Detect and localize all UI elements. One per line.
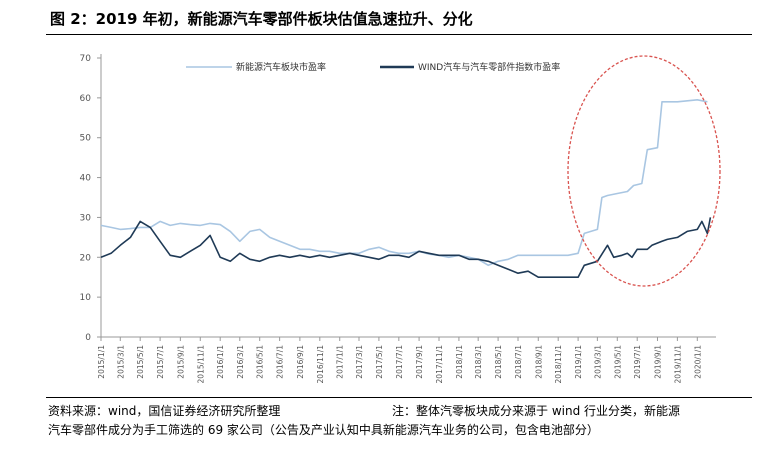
title-rule [46,34,752,35]
y-tick-label: 20 [80,253,92,263]
x-tick-label: 2015/3/1 [116,345,125,379]
source-note: 资料来源：wind，国信证券经济研究所整理 [48,404,281,418]
x-tick-label: 2016/3/1 [236,345,245,379]
x-tick-label: 2019/11/1 [673,345,682,384]
x-tick-label: 2018/1/1 [455,345,464,379]
y-tick-label: 50 [80,134,92,144]
y-tick-label: 10 [80,293,92,303]
y-tick-label: 60 [80,94,92,104]
footer-rule [46,397,752,398]
x-tick-label: 2017/5/1 [375,345,384,379]
x-tick-label: 2016/11/1 [316,345,325,384]
x-tick-label: 2017/11/1 [435,345,444,384]
x-tick-label: 2018/11/1 [554,345,563,384]
x-tick-label: 2015/11/1 [196,345,205,384]
x-tick-label: 2016/1/1 [216,345,225,379]
x-tick-label: 2016/5/1 [256,345,265,379]
series-line-wind [100,217,712,278]
x-tick-label: 2019/5/1 [613,345,622,379]
highlight-ellipse [567,55,721,287]
x-tick-label: 2018/5/1 [494,345,503,379]
legend-wind-label: WIND汽车与汽车零部件指数市盈率 [418,61,560,73]
x-tick-label: 2018/7/1 [514,345,523,379]
x-tick-label: 2019/7/1 [633,345,642,379]
y-tick-label: 40 [80,174,92,184]
x-tick-label: 2019/1/1 [574,345,583,379]
x-tick-label: 2016/9/1 [296,345,305,379]
x-tick-label: 2015/9/1 [176,345,185,379]
note-line-2: 汽车零部件成分为手工筛选的 69 家公司（公告及产业认知中具新能源汽车业务的公司… [48,423,599,437]
series-line-nev [100,99,708,267]
x-tick-label: 2016/7/1 [276,345,285,379]
y-tick-label: 0 [85,333,91,343]
legend-nev-label: 新能源汽车板块市盈率 [236,61,326,73]
x-tick-label: 2017/1/1 [336,345,345,379]
x-tick-label: 2018/3/1 [474,345,483,379]
y-tick-label: 70 [80,54,92,64]
x-tick-label: 2020/1/1 [693,345,702,379]
x-tick-label: 2019/3/1 [593,345,602,379]
x-tick-label: 2018/9/1 [534,345,543,379]
x-tick-label: 2015/1/1 [97,345,106,379]
x-tick-label: 2015/5/1 [136,345,145,379]
x-tick-label: 2017/9/1 [415,345,424,379]
note-line-1: 注：整体汽零板块成分来源于 wind 行业分类，新能源 [392,404,681,418]
x-tick-label: 2017/7/1 [395,345,404,379]
y-tick-label: 30 [80,213,92,223]
figure-title: 图 2：2019 年初，新能源汽车零部件板块估值急速拉升、分化 [50,10,473,28]
x-tick-label: 2019/9/1 [653,345,662,379]
x-tick-label: 2015/7/1 [156,345,165,379]
x-tick-label: 2017/3/1 [355,345,364,379]
